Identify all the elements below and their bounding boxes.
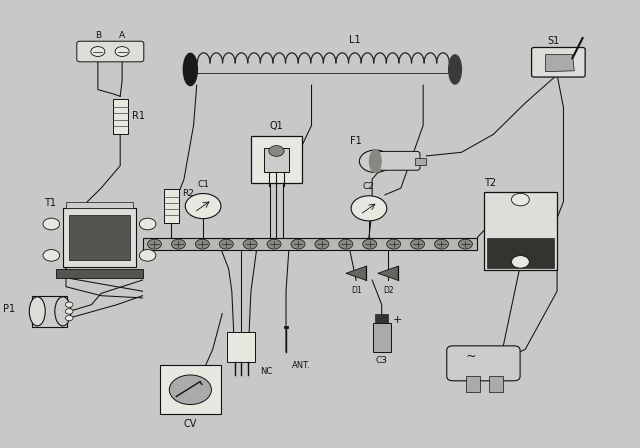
Ellipse shape xyxy=(369,150,381,172)
Circle shape xyxy=(185,194,221,219)
Circle shape xyxy=(339,239,353,249)
FancyBboxPatch shape xyxy=(77,41,144,62)
Bar xyxy=(113,99,128,134)
Text: ANT.: ANT. xyxy=(292,361,311,370)
Text: T1: T1 xyxy=(44,198,56,208)
Circle shape xyxy=(147,239,161,249)
Circle shape xyxy=(91,47,105,56)
Bar xyxy=(375,314,388,323)
Bar xyxy=(63,208,136,267)
Circle shape xyxy=(269,146,284,156)
Text: D2: D2 xyxy=(383,286,394,295)
Circle shape xyxy=(458,239,472,249)
Text: F1: F1 xyxy=(350,136,362,146)
Bar xyxy=(66,202,133,208)
Circle shape xyxy=(315,239,329,249)
Circle shape xyxy=(65,302,73,307)
Text: CV: CV xyxy=(184,419,197,429)
Circle shape xyxy=(140,250,156,261)
Circle shape xyxy=(65,309,73,314)
Circle shape xyxy=(511,194,529,206)
Text: R2: R2 xyxy=(182,189,194,198)
Circle shape xyxy=(511,255,529,268)
Circle shape xyxy=(435,239,449,249)
Bar xyxy=(143,238,477,250)
FancyBboxPatch shape xyxy=(447,346,520,381)
Text: C1: C1 xyxy=(197,180,209,189)
Circle shape xyxy=(360,150,391,172)
Text: P1: P1 xyxy=(3,304,15,314)
Bar xyxy=(32,296,67,327)
Text: C2: C2 xyxy=(363,182,375,191)
Ellipse shape xyxy=(449,55,461,84)
Bar xyxy=(372,323,390,352)
Circle shape xyxy=(170,375,211,405)
Text: D1: D1 xyxy=(351,286,362,295)
Bar xyxy=(415,158,426,165)
Text: A: A xyxy=(119,31,125,40)
Ellipse shape xyxy=(183,53,197,86)
Bar xyxy=(489,376,503,392)
Bar xyxy=(56,269,143,278)
Circle shape xyxy=(65,315,73,321)
Circle shape xyxy=(140,218,156,230)
Bar xyxy=(160,365,221,414)
Bar xyxy=(466,376,480,392)
Circle shape xyxy=(363,239,377,249)
Text: R1: R1 xyxy=(132,112,145,121)
Circle shape xyxy=(43,218,60,230)
Text: S1: S1 xyxy=(547,36,559,46)
Text: Q1: Q1 xyxy=(269,121,284,131)
Text: B: B xyxy=(95,31,101,40)
Circle shape xyxy=(115,47,129,56)
FancyBboxPatch shape xyxy=(532,47,585,77)
Circle shape xyxy=(410,239,424,249)
Circle shape xyxy=(172,239,186,249)
Circle shape xyxy=(351,196,387,221)
Circle shape xyxy=(387,239,401,249)
Ellipse shape xyxy=(55,297,71,326)
Circle shape xyxy=(291,239,305,249)
Ellipse shape xyxy=(29,297,45,326)
Bar xyxy=(69,215,130,260)
Circle shape xyxy=(195,239,209,249)
Bar xyxy=(487,238,554,268)
Polygon shape xyxy=(346,266,366,280)
Circle shape xyxy=(220,239,233,249)
Text: +: + xyxy=(393,315,403,325)
Text: C3: C3 xyxy=(376,356,388,365)
Polygon shape xyxy=(378,266,398,280)
Text: T2: T2 xyxy=(484,178,496,188)
Bar xyxy=(227,332,255,362)
Bar xyxy=(164,189,179,223)
Circle shape xyxy=(267,239,281,249)
Text: NC: NC xyxy=(260,367,273,376)
Circle shape xyxy=(43,250,60,261)
Polygon shape xyxy=(546,55,574,72)
FancyBboxPatch shape xyxy=(378,151,420,170)
Bar xyxy=(251,135,302,183)
Text: L1: L1 xyxy=(349,35,360,45)
Circle shape xyxy=(243,239,257,249)
Text: ~: ~ xyxy=(466,349,476,363)
Bar xyxy=(484,192,557,270)
Bar xyxy=(264,148,289,172)
